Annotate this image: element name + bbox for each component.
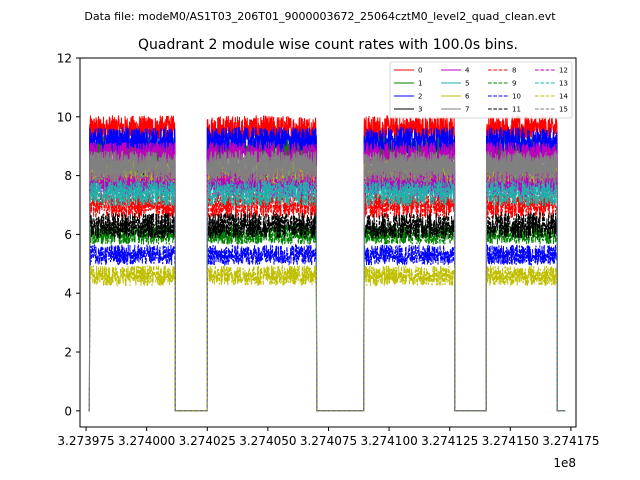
y-tick-label: 12 xyxy=(57,52,72,66)
legend-label-7: 7 xyxy=(465,106,469,114)
legend-label-12: 12 xyxy=(559,67,568,75)
legend-label-15: 15 xyxy=(559,106,568,114)
x-tick-label: 3.274150 xyxy=(482,434,539,448)
legend-label-0: 0 xyxy=(418,67,422,75)
legend-label-10: 10 xyxy=(512,93,521,101)
x-tick-label: 3.274025 xyxy=(179,434,236,448)
y-tick-label: 6 xyxy=(64,228,72,242)
series-layer xyxy=(88,114,566,412)
figure-suptitle: Data file: modeM0/AS1T03_206T01_90000036… xyxy=(84,10,556,23)
y-tick-label: 4 xyxy=(64,287,72,301)
legend-label-9: 9 xyxy=(512,80,516,88)
y-tick-label: 0 xyxy=(64,404,72,418)
legend-label-3: 3 xyxy=(418,106,422,114)
x-tick-label: 3.274100 xyxy=(360,434,417,448)
legend-label-5: 5 xyxy=(465,80,469,88)
legend-label-1: 1 xyxy=(418,80,422,88)
legend-label-8: 8 xyxy=(512,67,516,75)
legend-frame xyxy=(389,61,573,119)
y-axis: 0 2 4 6 8 10 12 xyxy=(57,52,80,418)
legend-label-2: 2 xyxy=(418,93,422,101)
x-tick-label: 3.274175 xyxy=(542,434,599,448)
y-tick-label: 8 xyxy=(64,169,72,183)
x-tick-label: 3.274000 xyxy=(118,434,175,448)
y-tick-label: 2 xyxy=(64,346,72,360)
legend-label-6: 6 xyxy=(465,93,470,101)
x-tick-label: 3.274050 xyxy=(239,434,296,448)
x-tick-label: 3.274075 xyxy=(300,434,357,448)
legend-label-11: 11 xyxy=(512,106,521,114)
x-axis: 3.273975 3.274000 3.274025 3.274050 3.274075… xyxy=(57,427,600,448)
chart-title: Quadrant 2 module wise count rates with … xyxy=(138,37,518,53)
x-tick-label: 3.274125 xyxy=(421,434,478,448)
series-line-15 xyxy=(88,156,566,412)
x-offset-label: 1e8 xyxy=(553,456,576,470)
legend-label-14: 14 xyxy=(559,93,568,101)
legend-label-13: 13 xyxy=(559,80,568,88)
y-tick-label: 10 xyxy=(57,110,72,124)
x-tick-label: 3.273975 xyxy=(57,434,114,448)
legend-label-4: 4 xyxy=(465,67,470,75)
